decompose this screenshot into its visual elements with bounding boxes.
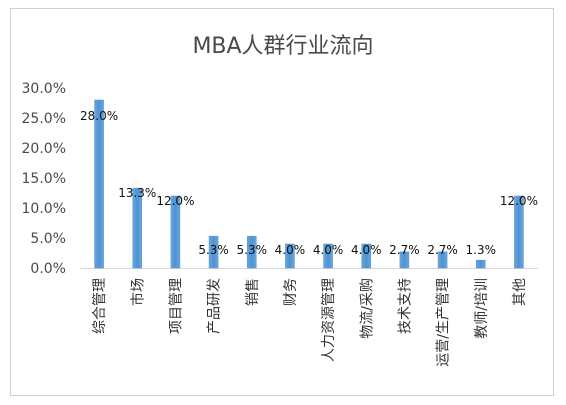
data-label: 4.0% (351, 243, 382, 257)
x-tick-label: 销售 (245, 278, 261, 306)
x-tick-label: 综合管理 (92, 278, 108, 334)
x-tick-label: 产品研发 (207, 278, 223, 334)
bars (94, 99, 524, 269)
data-label: 4.0% (313, 243, 344, 257)
bar (514, 195, 524, 269)
y-tick-label: 5.0% (30, 231, 66, 247)
data-label: 12.0% (500, 194, 538, 208)
bar (285, 243, 295, 269)
bar (94, 99, 104, 269)
data-label: 5.3% (198, 243, 229, 257)
bar (208, 235, 219, 269)
x-axis: 综合管理 市场 项目管理 产品研发 销售 财务 人力资源管理 物流/采购 技术支持 运营/生产管理… (80, 268, 538, 367)
y-tick-label: 10.0% (22, 201, 66, 217)
data-label: 2.7% (389, 243, 420, 257)
data-label: 2.7% (427, 243, 458, 257)
data-label: 1.3% (466, 243, 497, 257)
bar (437, 251, 448, 269)
data-label: 28.0% (80, 109, 118, 123)
y-tick-label: 30.0% (22, 81, 66, 97)
x-tick-label: 物流/采购 (359, 278, 375, 339)
data-label: 12.0% (156, 194, 194, 208)
y-tick-label: 20.0% (22, 141, 66, 157)
bar (475, 259, 486, 269)
x-tick-label: 市场 (129, 278, 146, 306)
bar (361, 243, 372, 269)
x-tick-label: 技术支持 (397, 278, 413, 334)
y-tick-label: 25.0% (22, 111, 66, 127)
bar (170, 195, 181, 269)
y-tick-label: 15.0% (22, 171, 66, 187)
x-tick-label: 运营/生产管理 (436, 278, 452, 367)
bar (246, 235, 257, 269)
bar (323, 243, 333, 269)
bar (132, 187, 143, 269)
x-tick-label: 项目管理 (168, 278, 184, 334)
x-tick-label: 其他 (512, 278, 528, 306)
data-label: 4.0% (275, 243, 306, 257)
x-tick-label: 财务 (283, 278, 299, 306)
y-axis: 0.0% 5.0% 10.0% 15.0% 20.0% 25.0% 30.0% (22, 81, 66, 277)
data-labels: 28.0%13.3%12.0%5.3% 5.3% 4.0% 4.0% 4.0% 2.7% 2… (80, 109, 538, 257)
chart-title: MBA人群行业流向 (192, 34, 374, 59)
y-tick-label: 0.0% (30, 261, 66, 277)
bar (399, 251, 410, 269)
data-label: 5.3% (237, 243, 268, 257)
x-tick-label: 人力资源管理 (321, 278, 337, 362)
data-label: 13.3% (118, 186, 156, 200)
x-tick-label: 教师/培训 (474, 278, 490, 339)
